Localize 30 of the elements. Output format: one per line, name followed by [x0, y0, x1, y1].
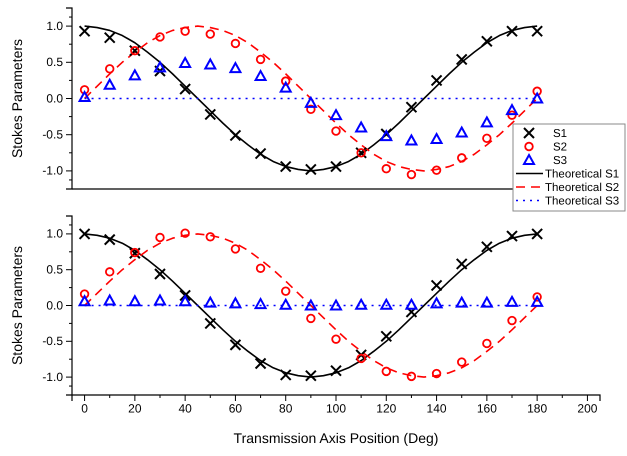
y-tick-label: 0.0	[46, 298, 64, 312]
x-axis-title: Transmission Axis Position (Deg)	[234, 430, 438, 446]
x-tick-label: 20	[128, 402, 142, 416]
legend-label: Theoretical S2	[545, 182, 620, 194]
y-tick-label: 1.0	[46, 226, 64, 241]
x-tick-label: 180	[527, 402, 548, 416]
legend-label: S2	[553, 142, 568, 154]
x-tick-label: 160	[476, 402, 498, 416]
y-tick-label: 0.0	[46, 91, 64, 106]
x-tick-label: 140	[426, 402, 447, 416]
x-tick-label: 0	[81, 402, 88, 416]
y-tick-label: 0.5	[46, 262, 64, 277]
y-tick-label: 0.5	[46, 55, 64, 70]
legend-label: Theoretical S1	[545, 168, 620, 180]
y-axis-title: Stokes Parameters	[9, 246, 25, 366]
y-tick-label: -1.0	[42, 164, 64, 178]
y-tick-label: -1.0	[42, 370, 64, 384]
y-axis-title: Stokes Parameters	[9, 38, 25, 158]
x-tick-label: 80	[279, 402, 293, 416]
y-tick-label: -0.5	[42, 334, 64, 348]
x-tick-label: 200	[577, 402, 598, 416]
legend-label: S3	[553, 155, 568, 167]
x-tick-label: 120	[376, 402, 397, 416]
y-tick-label: -0.5	[42, 128, 64, 142]
legend-label: Theoretical S3	[545, 196, 620, 208]
legend-label: S1	[553, 128, 568, 140]
x-tick-label: 100	[326, 402, 346, 416]
y-tick-label: 1.0	[46, 18, 64, 33]
x-tick-label: 60	[228, 402, 242, 416]
x-tick-label: 40	[178, 402, 192, 416]
